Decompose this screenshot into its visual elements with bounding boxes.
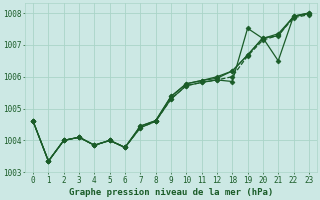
X-axis label: Graphe pression niveau de la mer (hPa): Graphe pression niveau de la mer (hPa) (69, 188, 273, 197)
